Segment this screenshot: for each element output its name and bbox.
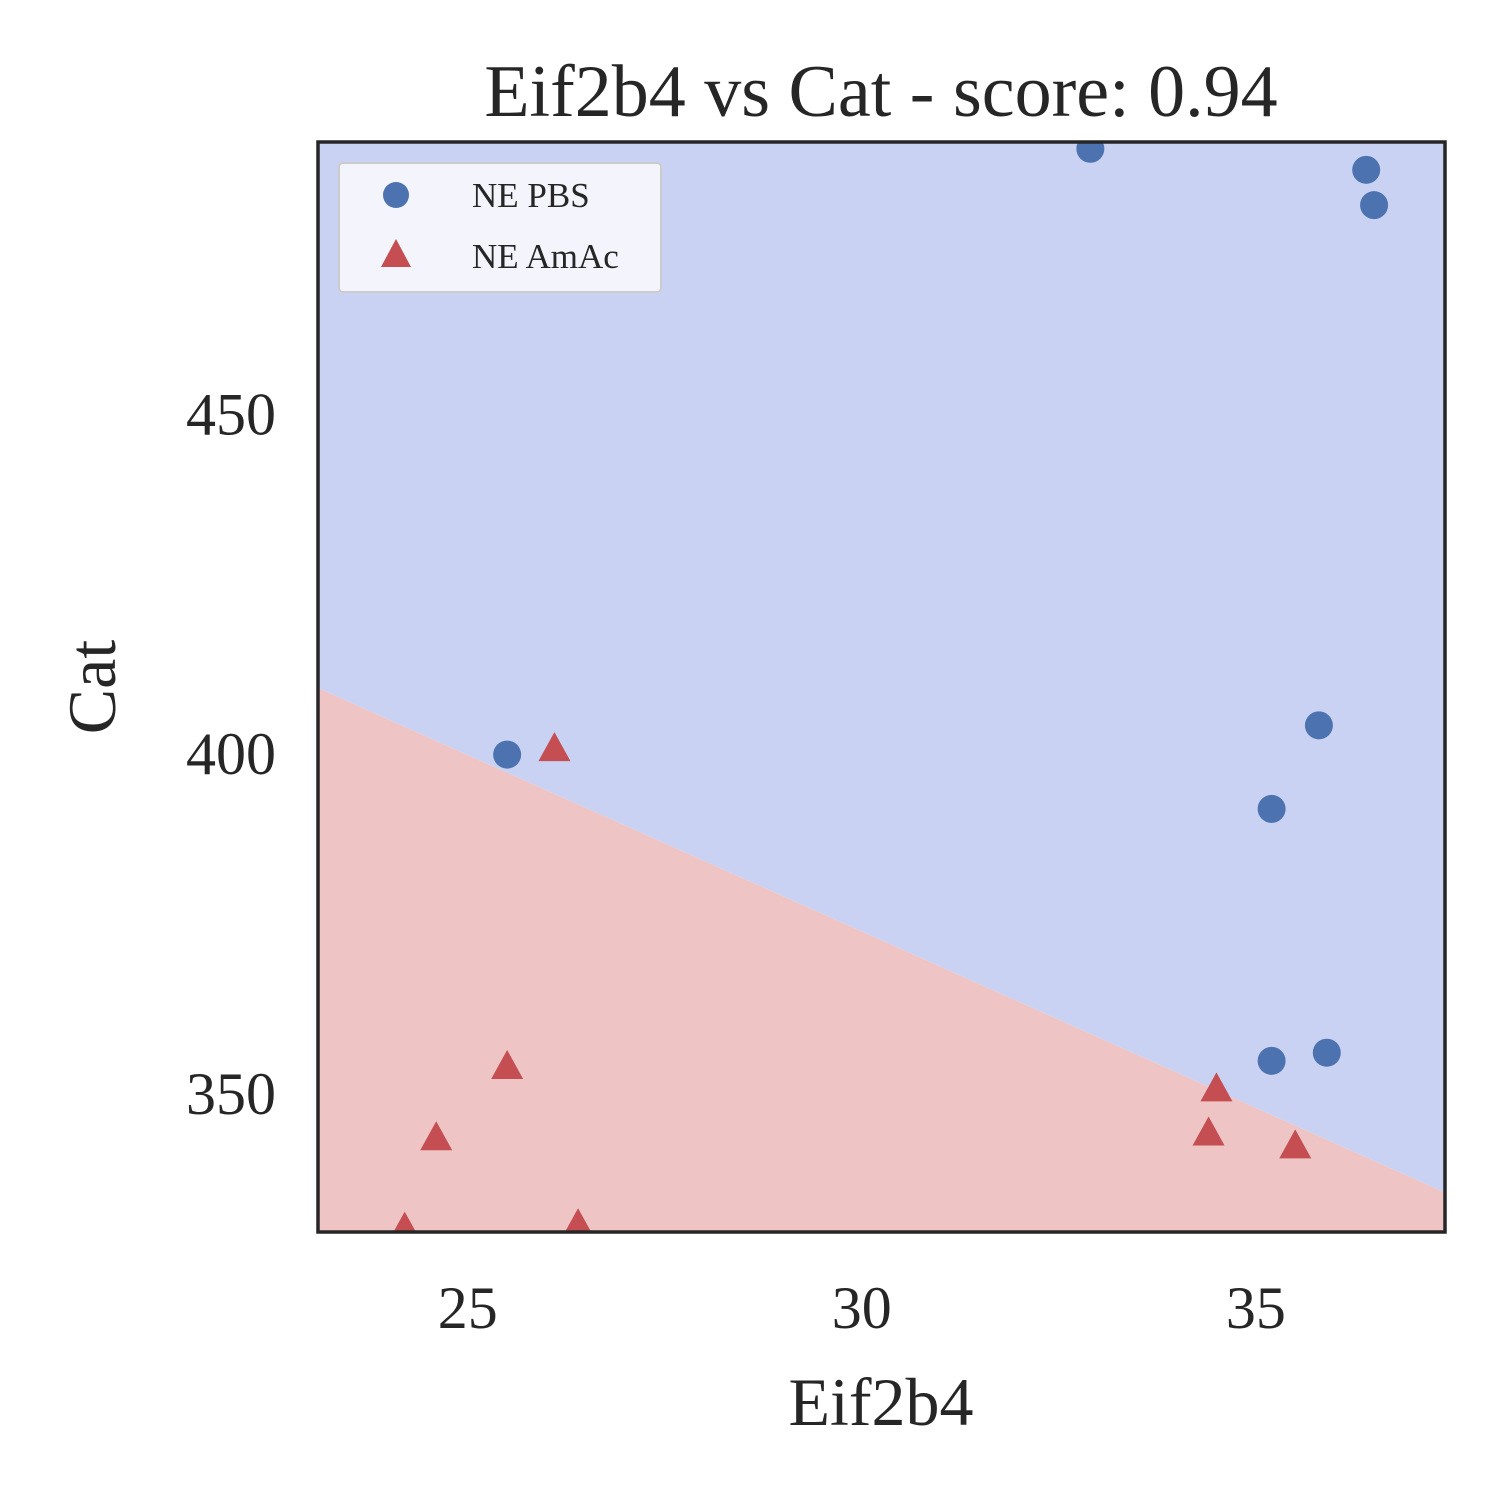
x-tick-label: 35 — [1226, 1275, 1286, 1341]
ne-amac-point-7 — [1279, 1129, 1312, 1159]
y-axis-label: Cat — [54, 640, 130, 735]
y-tick-label: 350 — [186, 1061, 276, 1127]
x-axis-ticks: 25 30 35 — [438, 1275, 1286, 1341]
decision-region-ne-amac — [318, 688, 1445, 1232]
decision-region-ne-pbs — [318, 142, 1445, 1193]
ne-amac-point-4 — [564, 1208, 592, 1232]
ne-pbs-point-5 — [1257, 794, 1286, 823]
ne-pbs-point-7 — [1312, 1038, 1341, 1067]
chart-title: Eif2b4 vs Cat - score: 0.94 — [484, 51, 1277, 133]
legend: NE PBS NE AmAc — [338, 162, 662, 293]
y-tick-label: 400 — [186, 721, 276, 787]
y-tick-label: 450 — [186, 382, 276, 448]
ne-pbs-point-2 — [1360, 191, 1389, 220]
ne-pbs-point-6 — [1257, 1046, 1286, 1075]
legend-marker-ne-amac — [381, 239, 411, 267]
ne-amac-point-3 — [393, 1211, 416, 1232]
legend-box — [338, 162, 662, 293]
ne-amac-point-2 — [420, 1121, 453, 1151]
plot-area — [318, 142, 1445, 1232]
x-tick-label: 25 — [438, 1275, 498, 1341]
ne-amac-point-0 — [538, 732, 571, 762]
y-axis-ticks: 350 400 450 — [186, 382, 276, 1127]
ne-pbs-point-0 — [1076, 142, 1105, 163]
ne-amac-point-5 — [1200, 1072, 1233, 1102]
legend-label-ne-pbs: NE PBS — [472, 176, 590, 215]
ne-pbs-point-3 — [493, 740, 522, 769]
legend-marker-ne-pbs — [383, 182, 409, 208]
legend-label-ne-amac: NE AmAc — [472, 237, 619, 276]
ne-amac-point-6 — [1192, 1116, 1225, 1146]
ne-pbs-point-1 — [1352, 155, 1381, 184]
plot-frame — [316, 140, 1447, 1234]
ne-amac-point-1 — [491, 1049, 524, 1079]
x-axis-label: Eif2b4 — [788, 1364, 973, 1440]
x-tick-label: 30 — [832, 1275, 892, 1341]
ne-pbs-point-4 — [1304, 711, 1333, 740]
